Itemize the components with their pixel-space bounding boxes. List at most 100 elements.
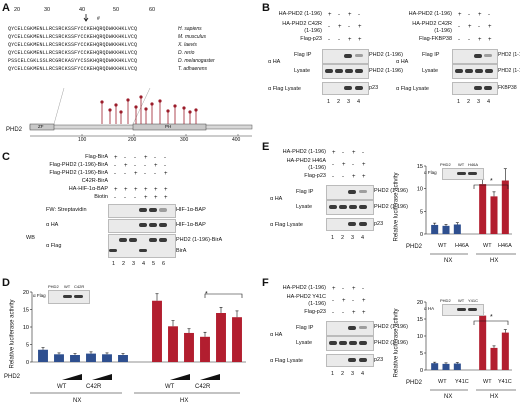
c-sign-r1-c5: - xyxy=(154,155,156,161)
chart-D-bar-3 xyxy=(86,353,96,362)
F-star: * xyxy=(490,314,493,321)
d-x-wt1: WT xyxy=(57,384,67,390)
F-lane-1: 1 xyxy=(331,371,335,377)
chart-E-ytick-label-3: 15 xyxy=(417,164,423,170)
panel-d: 0 5 10 15 20 Relative luciferase activity PHD2… xyxy=(0,276,258,411)
b-left-sign-r1-c3: + xyxy=(348,12,352,18)
F-phd2: PHD2 xyxy=(406,380,423,386)
b-right-band-fk1 xyxy=(474,86,482,90)
d-hx: HX xyxy=(180,398,189,404)
F-cond-brackets xyxy=(430,389,516,391)
E-sig-bracket xyxy=(473,184,509,189)
chart-D-ytick-label-4: 20 xyxy=(23,290,29,296)
ruler-20: 20 xyxy=(14,7,21,13)
c-band-ha2 xyxy=(149,223,157,227)
E-xlabel-1: WT xyxy=(438,243,447,249)
b-left-phd2-ip: PHD2 (1-196) xyxy=(369,52,403,58)
F-sig-path xyxy=(473,320,509,325)
d-cond-brackets xyxy=(30,392,240,394)
E-row3: (1-196) xyxy=(308,165,326,171)
seq-row-5: PSSCELCGKLSSLRCGRCKASYYCSSKHQRQDWKKHKLVC… xyxy=(8,58,138,64)
F-band-lys2 xyxy=(339,341,347,345)
domain-diagram xyxy=(29,87,253,137)
lollipop-head-5 xyxy=(126,98,130,102)
b-left-sign-r3-c4: + xyxy=(358,37,362,43)
b-left-band-lys3 xyxy=(345,69,353,73)
F-inset-band1 xyxy=(457,308,466,311)
f-sign-r1-c3: + xyxy=(352,286,356,292)
c-band-fl4 xyxy=(139,249,147,252)
F-inset-phd2: PHD2 xyxy=(440,298,451,303)
c-sign-r3-c6: + xyxy=(164,171,168,177)
c-hif-label: HIF-1α-BAP xyxy=(176,207,206,213)
c-sign-r4-c5: + xyxy=(154,187,158,193)
d-ylabel: Relative luciferase activity xyxy=(9,299,16,369)
b-right-row4: Flag-FKBP38 xyxy=(418,36,452,42)
c-hif2-label: HIF-1α-BAP xyxy=(176,222,206,228)
E-phd2-lys: PHD2 (1-196) xyxy=(374,204,408,210)
chart-D-bar-9 xyxy=(200,336,210,362)
E-xlabel-4: H46A xyxy=(498,243,512,249)
c-row-6: Biotin xyxy=(94,194,108,200)
e-sign-r3-c4: + xyxy=(362,174,366,180)
panel-b: HA-PHD2 (1-196) HA-PHD2 C42R (1-196) Flag-p… xyxy=(262,0,520,138)
E-nx: NX xyxy=(444,258,453,264)
E-sig-path xyxy=(473,184,509,189)
c-sign-r5-c2: - xyxy=(124,195,126,201)
species-6: T. adhaerens xyxy=(178,66,208,72)
c-sign-r4-c4: + xyxy=(144,187,148,193)
b-left-sign-r3-c2: - xyxy=(338,37,340,43)
d-ramp-1 xyxy=(62,374,82,380)
b-right-band-lys3 xyxy=(475,69,483,73)
chart-F-ytick-label-1: 5 xyxy=(420,351,423,357)
f-sign-r3-c2: - xyxy=(342,310,344,316)
c-sign-r3-c2: - xyxy=(124,171,126,177)
protein-name: PHD2 xyxy=(6,127,23,133)
b-right-flag-ip: Flag IP xyxy=(422,52,440,58)
lollipop-head-3 xyxy=(114,103,118,107)
c-band-ha1 xyxy=(139,223,147,227)
b-left-flag-lysate: α Flag Lysate xyxy=(268,86,301,92)
E-xlabel-3: WT xyxy=(483,243,492,249)
d-inset-band2 xyxy=(74,295,83,298)
c-sign-r1-c1: + xyxy=(114,155,118,161)
F-band-ip2 xyxy=(359,326,367,329)
c-band-fw5 xyxy=(149,208,157,212)
b-left-lane-4: 4 xyxy=(357,99,361,105)
c-row-4: C42R-BirA xyxy=(81,178,108,184)
domain-axis-label-2: 200 xyxy=(128,137,137,143)
E-band-lys3 xyxy=(349,205,357,209)
e-sign-r1-c4: - xyxy=(362,150,364,156)
E-inset-phd2: PHD2 xyxy=(440,162,451,167)
b-left-sign-r1-c4: - xyxy=(358,12,360,18)
chart-F-bar-1 xyxy=(442,363,450,370)
chart-D-bar-2 xyxy=(70,355,80,362)
b-right-band-lys2 xyxy=(465,69,473,73)
F-row3: (1-196) xyxy=(308,301,326,307)
F-inset-ab: α HA xyxy=(424,306,435,311)
b-right-sign-r1-c1: + xyxy=(458,12,462,18)
b-right-lane-4: 4 xyxy=(487,99,491,105)
c-sign-r4-c1: + xyxy=(114,187,118,193)
E-flag-lysate: α Flag Lysate xyxy=(270,222,303,228)
F-inset-mut: Y41C xyxy=(468,298,479,303)
lollipop-head-1 xyxy=(100,100,104,104)
lollipop-head-13 xyxy=(182,106,186,110)
ruler-50: 50 xyxy=(113,7,120,13)
chart-E-bar-2 xyxy=(453,224,461,234)
b-left-lysate: Lysate xyxy=(294,68,311,74)
F-inset-wt: WT xyxy=(458,298,465,303)
d-x-wt2: WT xyxy=(165,384,175,390)
b-left-sign-r2-c4: + xyxy=(358,24,362,30)
chart-F-bar-3 xyxy=(479,315,487,370)
b-right-sign-r1-c4: - xyxy=(488,12,490,18)
f-sign-r3-c1: - xyxy=(332,310,334,316)
b-right-sign-r1-c3: + xyxy=(478,12,482,18)
E-xlabel-2: H46A xyxy=(455,243,469,249)
b-right-lysate: Lysate xyxy=(422,68,439,74)
E-lane-2: 2 xyxy=(341,235,345,241)
c-band-fw4 xyxy=(139,208,147,212)
b-right-lane-1: 1 xyxy=(457,99,461,105)
ruler-30: 30 xyxy=(44,7,51,13)
E-inset-ab: α Flag xyxy=(424,170,437,175)
